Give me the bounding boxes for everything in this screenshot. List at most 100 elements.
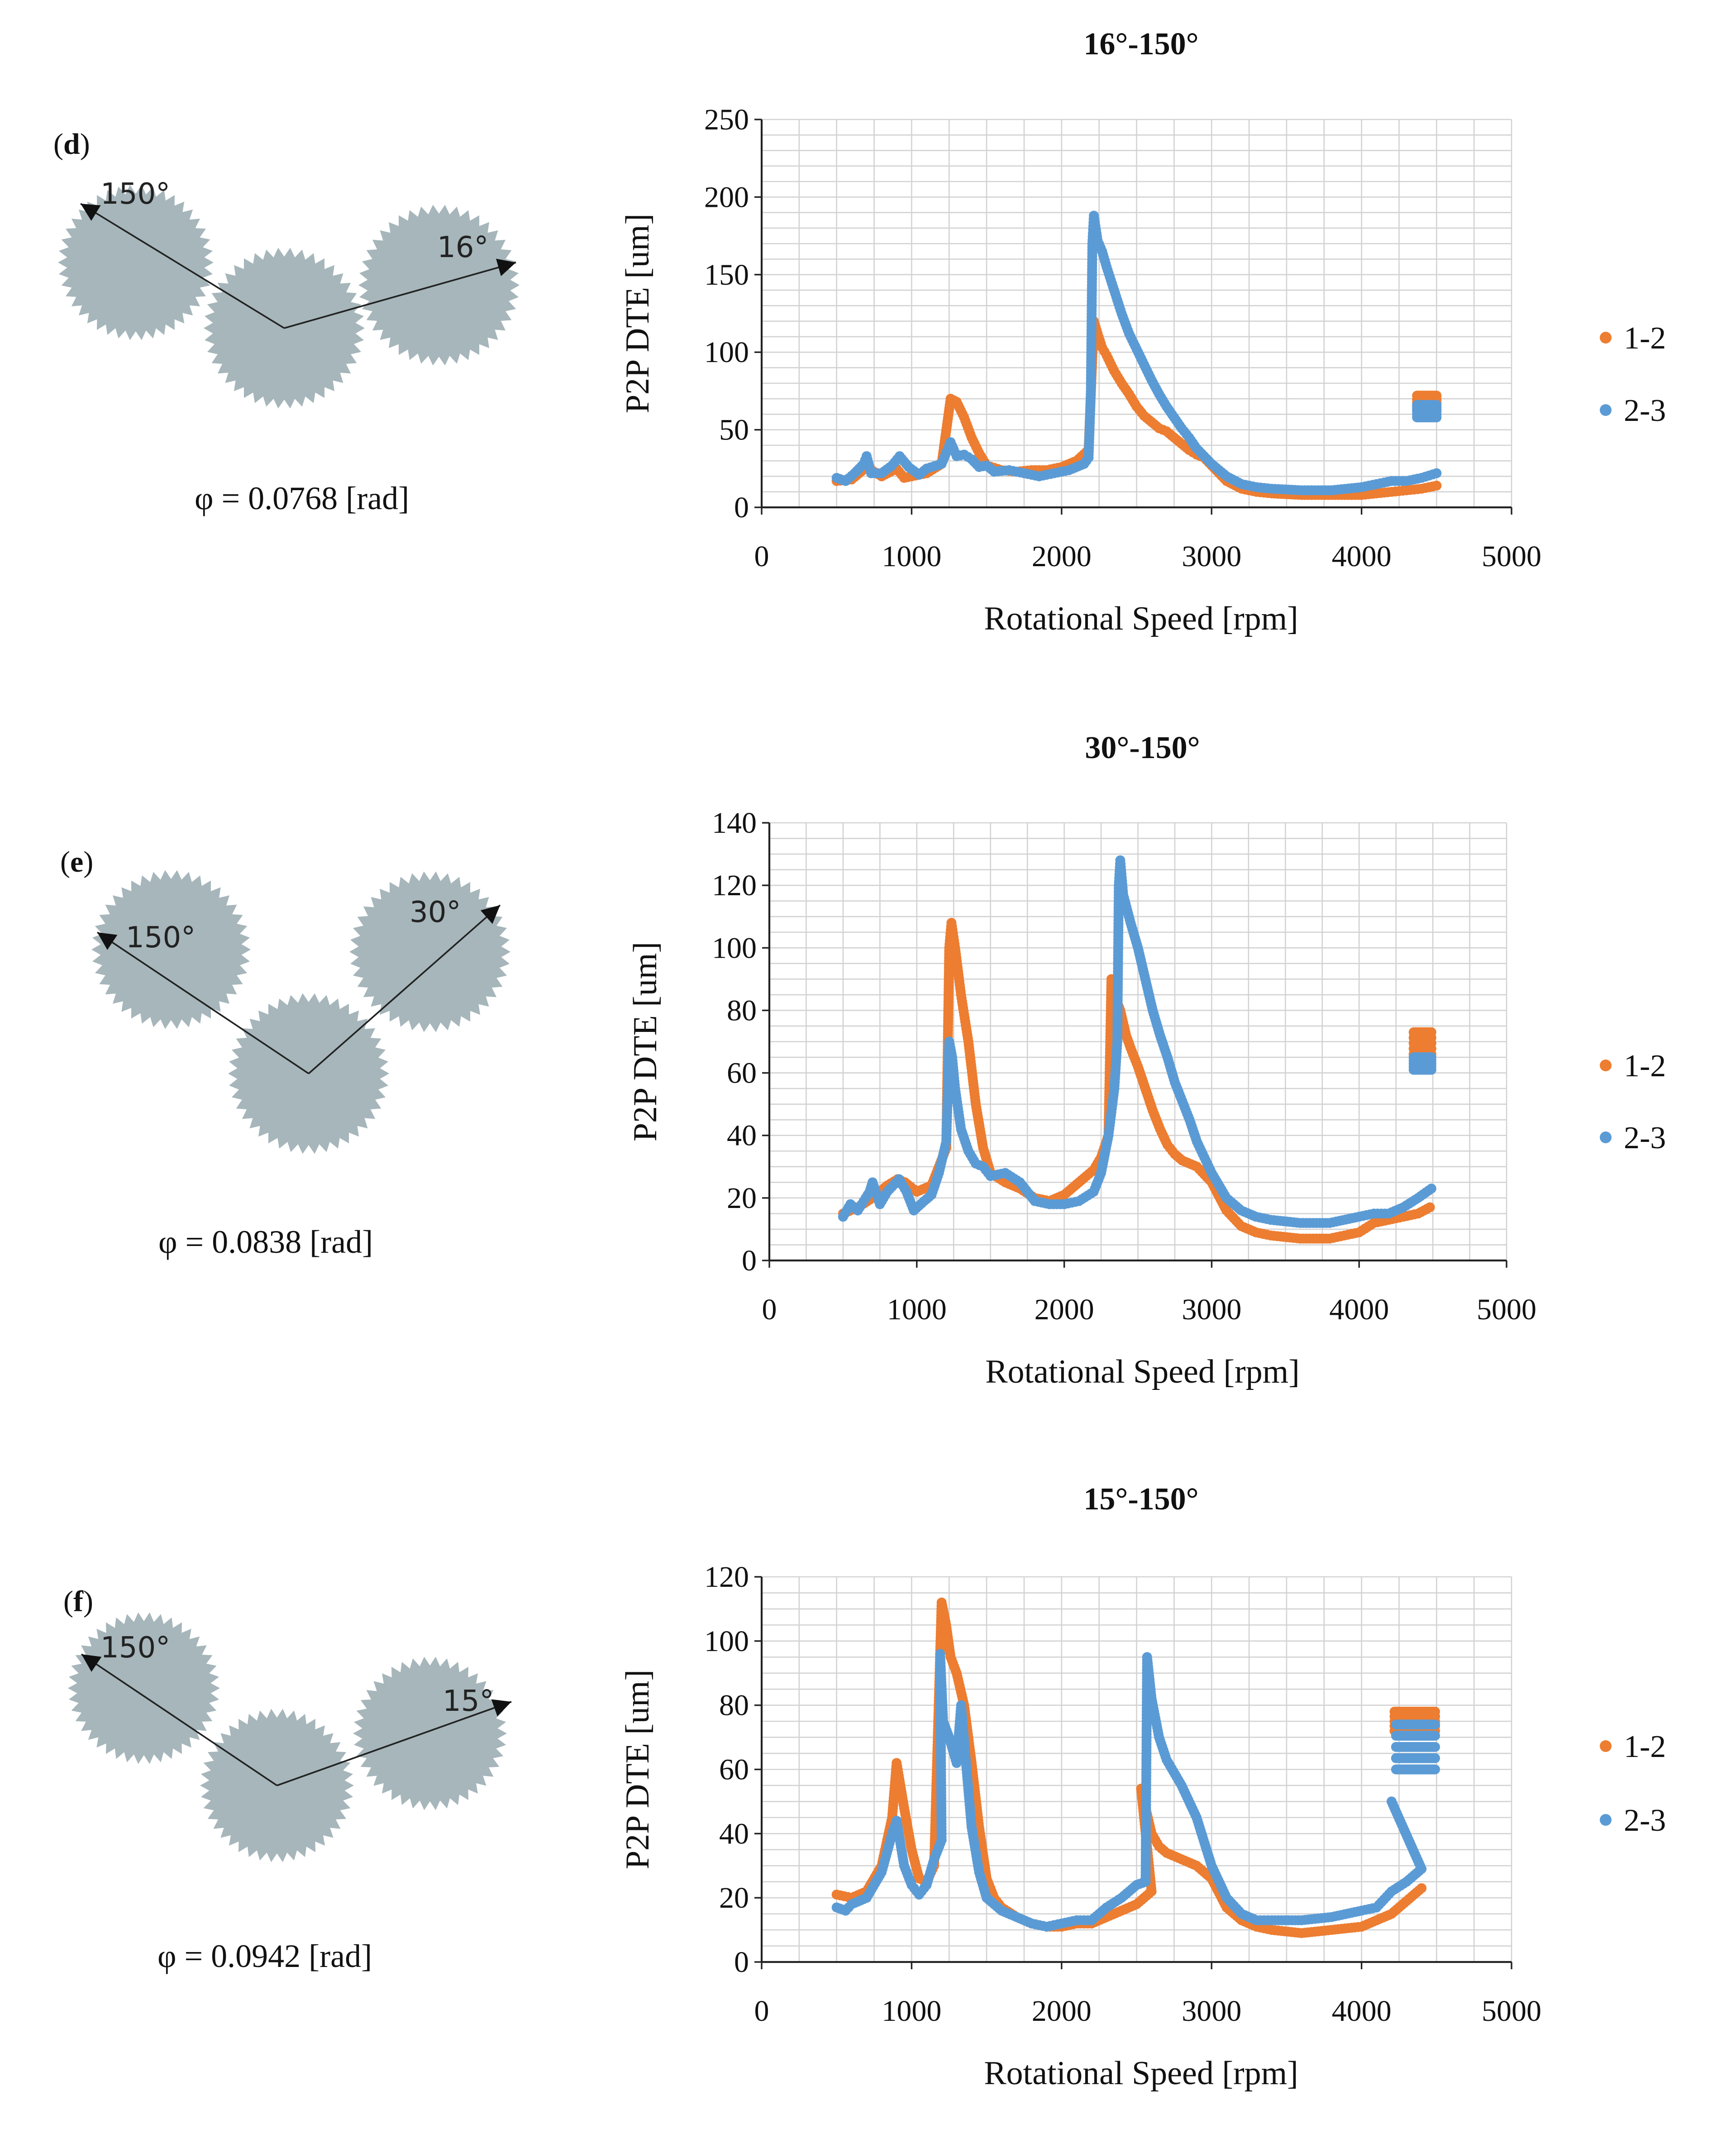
phi-label: φ = 0.0768 [rad] (195, 480, 409, 516)
data-point (1431, 481, 1442, 491)
chart-16-150: 0 50 100 150 200 250 0 1000 2000 3000 4000 5000 16°-… (619, 27, 1666, 637)
x-tick-label: 0 (754, 540, 769, 573)
data-point (1426, 1052, 1436, 1063)
gear-train-diagram (58, 185, 520, 409)
y-tick-label: 80 (727, 994, 757, 1027)
x-tick-label: 3000 (1182, 1293, 1241, 1326)
left-angle-label: 150° (100, 1631, 170, 1665)
data-point (1430, 1731, 1440, 1741)
legend-label: 2-3 (1624, 1121, 1666, 1155)
left-arm-line (97, 931, 309, 1074)
legend-label: 1-2 (1624, 321, 1666, 356)
panel-label: (d) (53, 128, 90, 161)
y-tick-label: 100 (704, 336, 749, 369)
data-point (1430, 1764, 1440, 1775)
x-axis-title: Rotational Speed [rpm] (984, 600, 1298, 637)
right-angle-label: 15° (443, 1685, 494, 1718)
panel-d: (d) 150° 16° φ = 0.0768 [rad] 0 50 100 150 2… (53, 27, 1666, 637)
y-tick-label: 60 (727, 1057, 757, 1090)
legend-label: 2-3 (1624, 1803, 1666, 1838)
legend-marker (1600, 332, 1612, 344)
legend-marker (1600, 404, 1612, 416)
chart-30-150: 0 20 40 60 80 100 120 140 0 1000 2000 3000 4000 5000 3… (627, 730, 1666, 1390)
phi-label: φ = 0.0942 [rad] (157, 1938, 372, 1974)
x-tick-label: 1000 (887, 1293, 947, 1326)
x-tick-label: 5000 (1482, 540, 1541, 573)
x-tick-label: 3000 (1182, 540, 1241, 573)
right-arrowhead-icon (480, 905, 500, 924)
x-tick-label: 5000 (1477, 1293, 1536, 1326)
x-tick-label: 3000 (1182, 1995, 1241, 2028)
left-arrowhead-icon (81, 204, 101, 221)
data-point (1431, 400, 1442, 410)
x-tick-label: 2000 (1032, 1995, 1092, 2028)
chart-title: 15°-150° (1083, 1482, 1198, 1517)
x-tick-label: 2000 (1035, 1293, 1094, 1326)
right-arrowhead-icon (491, 1699, 511, 1717)
legend-label: 1-2 (1624, 1729, 1666, 1764)
y-axis-title: P2P DTE [um] (619, 1670, 656, 1869)
left-arrowhead-icon (81, 1654, 102, 1672)
y-tick-label: 150 (704, 258, 749, 291)
legend-label: 2-3 (1624, 393, 1666, 428)
data-point (1431, 391, 1442, 401)
x-tick-label: 4000 (1332, 1995, 1392, 2028)
panel-f: (f) 150° 15° φ = 0.0942 [rad] 0 20 40 60 80 1… (63, 1482, 1666, 2092)
data-point (1426, 1027, 1436, 1037)
gear-1 (58, 185, 214, 340)
left-arm-line (80, 203, 285, 329)
chart-15-150: 0 20 40 60 80 100 120 0 1000 2000 3000 4000 5000 15°-… (619, 1482, 1666, 2092)
y-axis-title: P2P DTE [um] (627, 942, 664, 1141)
legend-marker (1600, 1740, 1612, 1752)
data-point (1386, 1796, 1397, 1807)
x-tick-label: 4000 (1332, 540, 1392, 573)
right-arrowhead-icon (496, 258, 516, 277)
right-arm-line (277, 1701, 512, 1786)
y-tick-label: 40 (719, 1817, 749, 1850)
y-axis-title: P2P DTE [um] (619, 214, 656, 413)
gear-1 (68, 1612, 220, 1764)
gridlines (768, 822, 1507, 1261)
panel-e: (e) 150° 30° φ = 0.0838 [rad] 0 20 40 60 80 1… (60, 730, 1666, 1390)
left-arm-line (81, 1653, 278, 1786)
y-tick-label: 250 (704, 103, 749, 136)
x-tick-label: 1000 (882, 1995, 941, 2028)
y-tick-label: 100 (704, 1625, 749, 1658)
x-tick-label: 0 (762, 1293, 777, 1326)
series-2-3 (831, 210, 1442, 496)
left-angle-label: 150° (100, 177, 170, 211)
legend-marker (1600, 1814, 1612, 1826)
y-tick-label: 120 (712, 869, 757, 902)
series-2-3 (831, 1649, 1440, 1932)
y-tick-label: 120 (704, 1561, 749, 1594)
y-tick-label: 0 (734, 491, 749, 524)
chart-title: 30°-150° (1085, 730, 1200, 765)
data-point (1425, 1202, 1435, 1212)
y-tick-label: 20 (719, 1881, 749, 1914)
y-tick-label: 20 (727, 1182, 757, 1215)
y-tick-label: 60 (719, 1753, 749, 1786)
phi-label: φ = 0.0838 [rad] (158, 1224, 373, 1260)
chart-title: 16°-150° (1083, 27, 1198, 62)
data-point (1430, 1719, 1440, 1730)
legend-marker (1600, 1060, 1612, 1071)
panel-label: (e) (60, 845, 93, 878)
left-arrowhead-icon (97, 932, 118, 950)
data-point (1416, 1883, 1427, 1893)
legend-marker (1600, 1131, 1612, 1143)
y-tick-label: 100 (712, 931, 757, 964)
x-tick-label: 4000 (1329, 1293, 1389, 1326)
data-point (1430, 1753, 1440, 1763)
x-tick-label: 0 (754, 1995, 769, 2028)
right-arm-line (284, 262, 516, 329)
data-point (1430, 1742, 1440, 1752)
y-tick-label: 0 (734, 1946, 749, 1979)
gear-train-diagram (91, 870, 510, 1154)
series-2-3 (838, 855, 1436, 1228)
x-tick-label: 5000 (1482, 1995, 1541, 2028)
data-point (1426, 1184, 1436, 1194)
data-point (1431, 468, 1442, 478)
right-angle-label: 16° (437, 231, 488, 264)
x-axis-title: Rotational Speed [rpm] (984, 2055, 1298, 2092)
